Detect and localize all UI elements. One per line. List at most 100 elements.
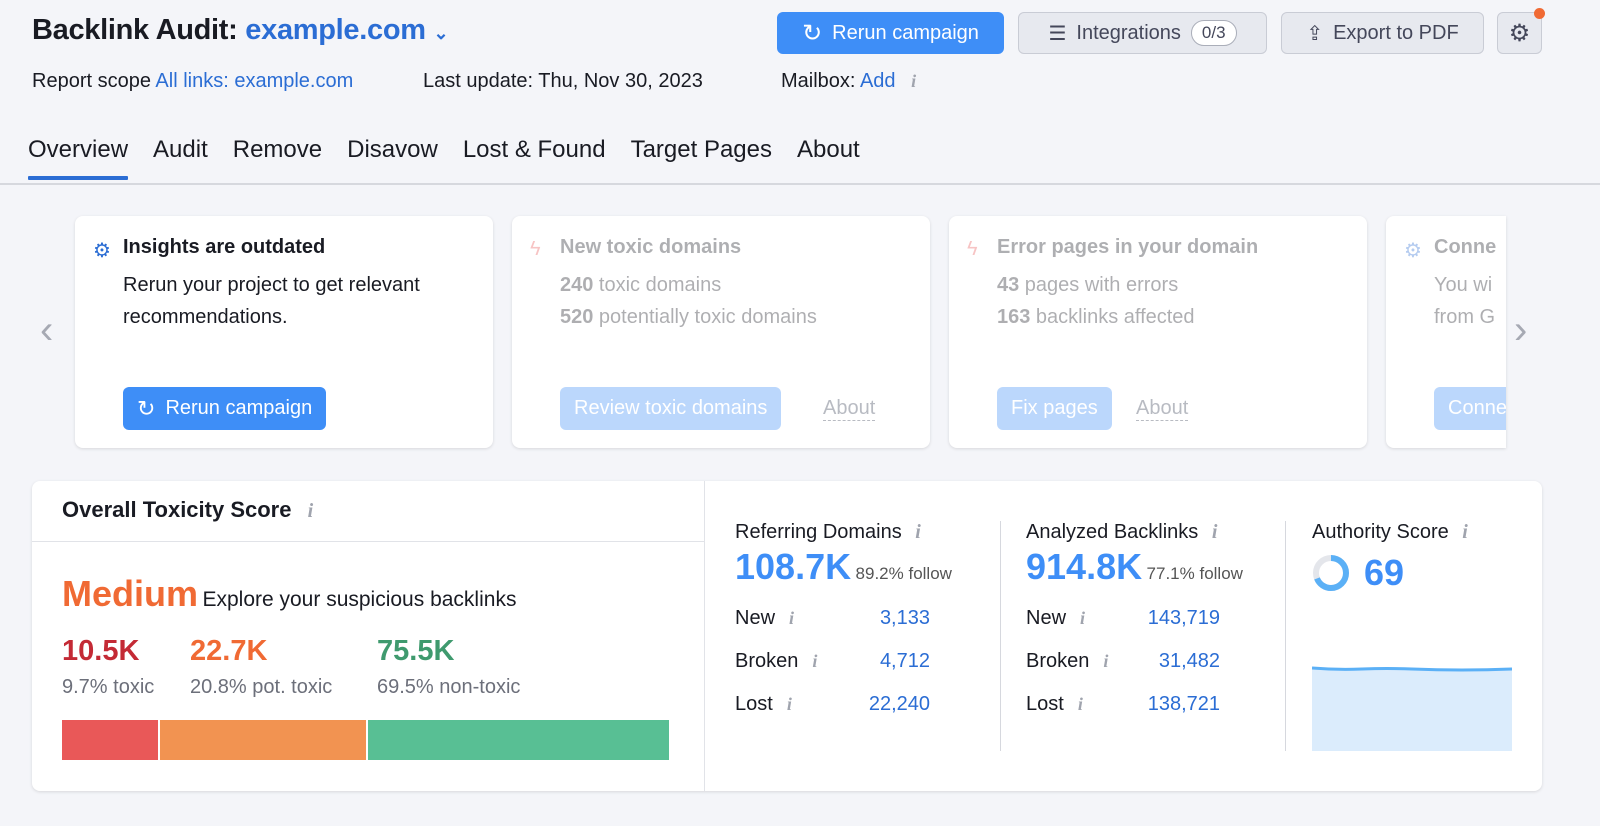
card-line: from G: [1434, 306, 1496, 328]
about-link[interactable]: About: [823, 397, 876, 421]
domain-name[interactable]: example.com: [245, 14, 426, 46]
card-line: 43 pages with errors: [997, 269, 1367, 301]
tab-divider: [0, 183, 1600, 185]
stat-value[interactable]: 143,719: [1147, 607, 1220, 629]
toxicity-header: Overall Toxicity Score i: [32, 481, 704, 542]
info-icon[interactable]: i: [911, 71, 917, 91]
stat-value[interactable]: 4,712: [879, 650, 930, 672]
stat-label: Lost: [735, 693, 773, 715]
card-title: Error pages in your domain: [997, 236, 1259, 258]
card-title: New toxic domains: [560, 236, 742, 258]
info-icon[interactable]: i: [1211, 521, 1218, 543]
title-text: Backlink Audit:: [32, 14, 238, 46]
integrations-label: Integrations: [1076, 21, 1181, 44]
line-text: potentially toxic domains: [593, 306, 817, 328]
trend-line: [1312, 666, 1512, 672]
review-toxic-domains-button[interactable]: Review toxic domains: [560, 387, 782, 430]
info-icon[interactable]: i: [1462, 521, 1468, 543]
list-add-icon: ☰: [1048, 22, 1067, 45]
domain-selector[interactable]: example.com ⌄: [245, 14, 448, 46]
scope-label: Report scope: [32, 70, 151, 92]
stat-row: Broken i 4,712: [735, 650, 930, 673]
notification-dot: [1534, 8, 1545, 19]
card-line: You wi: [1434, 274, 1493, 296]
card-rerun-button[interactable]: ↻ Rerun campaign: [123, 387, 327, 430]
tab-bar: Overview Audit Remove Disavow Lost & Fou…: [28, 136, 860, 180]
tab-disavow[interactable]: Disavow: [347, 136, 438, 163]
divider: [1000, 521, 1001, 751]
tab-target-pages[interactable]: Target Pages: [630, 136, 772, 163]
toxicity-title: Overall Toxicity Score: [62, 497, 292, 522]
info-icon[interactable]: i: [789, 608, 795, 628]
tab-about[interactable]: About: [797, 136, 860, 163]
last-update: Last update: Thu, Nov 30, 2023: [423, 70, 703, 92]
count: 520: [560, 306, 594, 328]
toxicity-bar-segment[interactable]: [160, 720, 366, 760]
info-icon[interactable]: i: [786, 694, 792, 714]
rerun-label: Rerun campaign: [832, 21, 979, 44]
stat-label: Broken: [735, 650, 799, 672]
divider: [1285, 521, 1286, 751]
segment-value: 22.7K: [190, 635, 268, 667]
authority-value[interactable]: 69: [1364, 552, 1405, 593]
toxicity-bar-segment[interactable]: [62, 720, 158, 760]
about-link[interactable]: About: [1136, 397, 1189, 421]
insight-card-outdated: ⚙ Insights are outdated Rerun your proje…: [75, 216, 493, 448]
stat-value[interactable]: 22,240: [868, 693, 930, 715]
info-icon[interactable]: i: [1077, 694, 1083, 714]
backlinks-value[interactable]: 914.8K: [1026, 546, 1143, 587]
suspicious-backlinks-link[interactable]: Explore your suspicious backlinks: [202, 588, 517, 611]
line-text: backlinks affected: [1030, 306, 1195, 328]
tab-remove[interactable]: Remove: [232, 136, 323, 163]
stat-value[interactable]: 3,133: [879, 607, 930, 629]
mailbox-add-link[interactable]: Add: [859, 70, 896, 92]
tab-lost-found[interactable]: Lost & Found: [462, 136, 606, 163]
stat-value[interactable]: 138,721: [1147, 693, 1220, 715]
scope-link[interactable]: All links: example.com: [155, 70, 354, 92]
toxicity-bar-segment[interactable]: [368, 720, 669, 760]
authority-title: Authority Score: [1312, 521, 1449, 543]
gear-icon: ⚙: [93, 240, 111, 262]
line-text: pages with errors: [1019, 274, 1179, 296]
analyzed-backlinks: Analyzed Backlinks i 914.8K 77.1% follow: [1026, 521, 1286, 588]
stat-row: New i 3,133: [735, 607, 930, 630]
toxicity-segment-stat[interactable]: 22.7K 20.8% pot. toxic: [190, 635, 332, 699]
chevron-down-icon[interactable]: ⌄: [433, 23, 449, 43]
tab-overview[interactable]: Overview: [28, 136, 129, 180]
info-icon[interactable]: i: [812, 651, 818, 671]
insight-card-connect: ⚙ Conne You wi from G Conne: [1386, 216, 1506, 448]
toxicity-segment-stat[interactable]: 75.5K 69.5% non-toxic: [377, 635, 520, 699]
info-icon[interactable]: i: [915, 521, 921, 543]
stat-label: New: [1026, 607, 1067, 629]
referring-value[interactable]: 108.7K: [735, 546, 852, 587]
follow-pct: 89.2% follow: [855, 564, 952, 583]
stat-value[interactable]: 31,482: [1158, 650, 1220, 672]
tab-audit[interactable]: Audit: [153, 136, 208, 163]
trend-area: [1312, 668, 1512, 751]
card-line: 163 backlinks affected: [997, 301, 1367, 333]
export-pdf-button[interactable]: ⇪ Export to PDF: [1281, 12, 1484, 54]
summary-panel: Overall Toxicity Score i Medium Explore …: [32, 481, 1542, 791]
integrations-button[interactable]: ☰ Integrations 0/3: [1018, 12, 1267, 54]
panel-divider: [704, 481, 705, 791]
card-title: Insights are outdated: [123, 236, 326, 258]
carousel-next-arrow[interactable]: ›: [1514, 308, 1528, 352]
info-icon[interactable]: i: [1103, 651, 1109, 671]
carousel-prev-arrow[interactable]: ‹: [40, 308, 54, 352]
connect-button[interactable]: Conne: [1434, 387, 1506, 430]
segment-label: 20.8% pot. toxic: [190, 676, 333, 698]
info-icon[interactable]: i: [307, 500, 314, 522]
lightning-icon: ϟ: [530, 238, 541, 260]
card-text: Rerun your project to get relevant recom…: [123, 274, 420, 328]
stat-row: Broken i 31,482: [1026, 650, 1220, 673]
mailbox: Mailbox: Add i: [781, 70, 916, 93]
toxicity-segment-stat[interactable]: 10.5K 9.7% toxic: [62, 635, 154, 699]
fix-pages-button[interactable]: Fix pages: [997, 387, 1112, 430]
stat-label: Broken: [1026, 650, 1090, 672]
integrations-count: 0/3: [1190, 20, 1237, 46]
authority-trend-chart: [1312, 666, 1512, 751]
page-title: Backlink Audit: example.com ⌄: [32, 14, 449, 47]
rerun-campaign-button[interactable]: ↻ Rerun campaign: [777, 12, 1004, 54]
info-icon[interactable]: i: [1080, 608, 1086, 628]
settings-button[interactable]: ⚙: [1497, 8, 1545, 54]
